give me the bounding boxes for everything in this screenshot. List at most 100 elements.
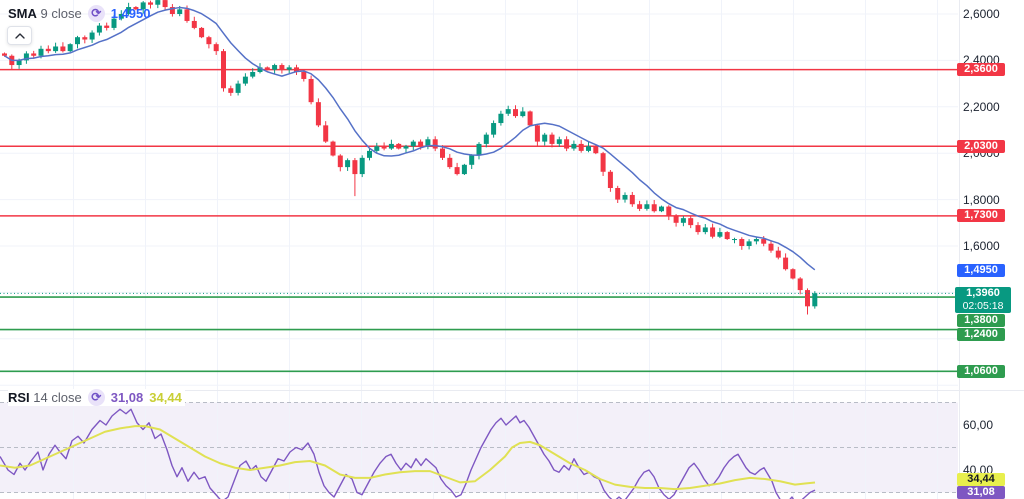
candle-body <box>126 7 132 14</box>
candle-body <box>133 7 139 10</box>
candle-body <box>666 206 672 216</box>
collapse-pane-button[interactable] <box>7 26 32 45</box>
candle-body <box>308 78 314 103</box>
candle-body <box>67 44 73 52</box>
candle-body <box>447 157 453 168</box>
candle-body <box>410 141 416 147</box>
candle-body <box>520 111 526 117</box>
candle-body <box>279 65 285 70</box>
candle-body <box>498 113 504 124</box>
indicator-settings: 9 close <box>40 6 82 21</box>
candle-body <box>315 102 321 126</box>
candle-body <box>82 37 88 40</box>
candle-body <box>96 25 102 33</box>
candle-body <box>221 51 226 89</box>
rsi-legend-text: RSI 14 close <box>8 390 82 405</box>
candle-body <box>534 125 540 142</box>
candle-body <box>396 143 402 149</box>
candle-body <box>578 143 584 151</box>
candle-body <box>257 67 263 72</box>
candle-body <box>724 232 730 240</box>
candle-body <box>250 72 256 77</box>
candle-body <box>425 139 431 147</box>
candle-body <box>629 194 635 205</box>
candle-body <box>637 204 643 209</box>
candle-body <box>805 290 810 307</box>
candle-body <box>688 218 694 226</box>
candle-body <box>388 143 394 149</box>
candle-body <box>337 155 343 168</box>
sma-current-value: 1,4950 <box>110 6 151 21</box>
candle-body <box>264 67 270 70</box>
candle-body <box>75 37 80 45</box>
candle-body <box>659 206 664 212</box>
candle-body <box>622 194 628 200</box>
candle-body <box>483 134 489 144</box>
candle-body <box>184 9 190 21</box>
candle-body <box>593 146 599 154</box>
candle-body <box>768 243 774 251</box>
candle-body <box>783 257 789 270</box>
sma-line <box>4 6 816 271</box>
candle-body <box>732 239 737 241</box>
candle-body <box>213 44 219 52</box>
candle-body <box>775 250 781 258</box>
candle-body <box>615 188 621 200</box>
candle-body <box>118 14 124 19</box>
candle-body <box>45 48 51 52</box>
candle-body <box>586 146 591 151</box>
candle-body <box>330 141 336 156</box>
rsi-ma-line <box>0 425 816 491</box>
candle-body <box>242 76 248 84</box>
refresh-sync-icon[interactable]: ⟳ <box>87 5 105 22</box>
indicator-name: RSI <box>8 390 30 405</box>
candle-body <box>673 215 679 223</box>
candle-body <box>717 232 723 237</box>
candle-body <box>177 9 183 14</box>
candle-body <box>169 7 175 14</box>
candle-body <box>549 134 555 144</box>
candle-body <box>301 72 307 79</box>
candle-body <box>403 146 409 149</box>
candle-body <box>761 239 767 244</box>
refresh-sync-icon[interactable]: ⟳ <box>87 389 105 406</box>
candle-body <box>31 53 37 56</box>
sma-legend: SMA 9 close ⟳ 1,4950 <box>8 5 150 22</box>
candle-body <box>228 88 234 93</box>
chevron-up-icon <box>14 32 25 39</box>
candle-body <box>753 239 759 242</box>
rsi-legend: RSI 14 close ⟳ 31,08 34,44 <box>8 389 185 406</box>
candle-body <box>454 167 460 175</box>
candle-body <box>16 60 22 66</box>
candle-body <box>60 46 66 52</box>
candle-body <box>23 53 29 61</box>
candle-body <box>148 2 153 5</box>
candle-body <box>359 157 365 175</box>
candle-body <box>294 67 299 72</box>
candle-body <box>440 148 445 158</box>
candle-body <box>323 125 329 142</box>
candle-body <box>702 227 708 233</box>
candle-body <box>527 111 533 126</box>
candle-body <box>812 293 818 307</box>
candle-body <box>491 123 497 135</box>
candle-body <box>571 143 577 149</box>
candle-body <box>680 218 686 223</box>
candle-body <box>556 139 562 144</box>
rsi-current-value: 31,08 <box>110 390 144 405</box>
candle-body <box>38 48 44 56</box>
candle-body <box>695 225 701 233</box>
sma-legend-text: SMA 9 close <box>8 6 82 21</box>
candle-body <box>352 160 358 175</box>
candle-body <box>476 143 482 156</box>
candle-body <box>235 83 241 93</box>
candle-body <box>272 65 278 70</box>
candle-body <box>374 146 380 151</box>
candle-body <box>140 2 146 10</box>
indicator-name: SMA <box>8 6 37 21</box>
candle-body <box>381 146 387 149</box>
candle-body <box>790 269 796 279</box>
candle-body <box>542 134 548 142</box>
